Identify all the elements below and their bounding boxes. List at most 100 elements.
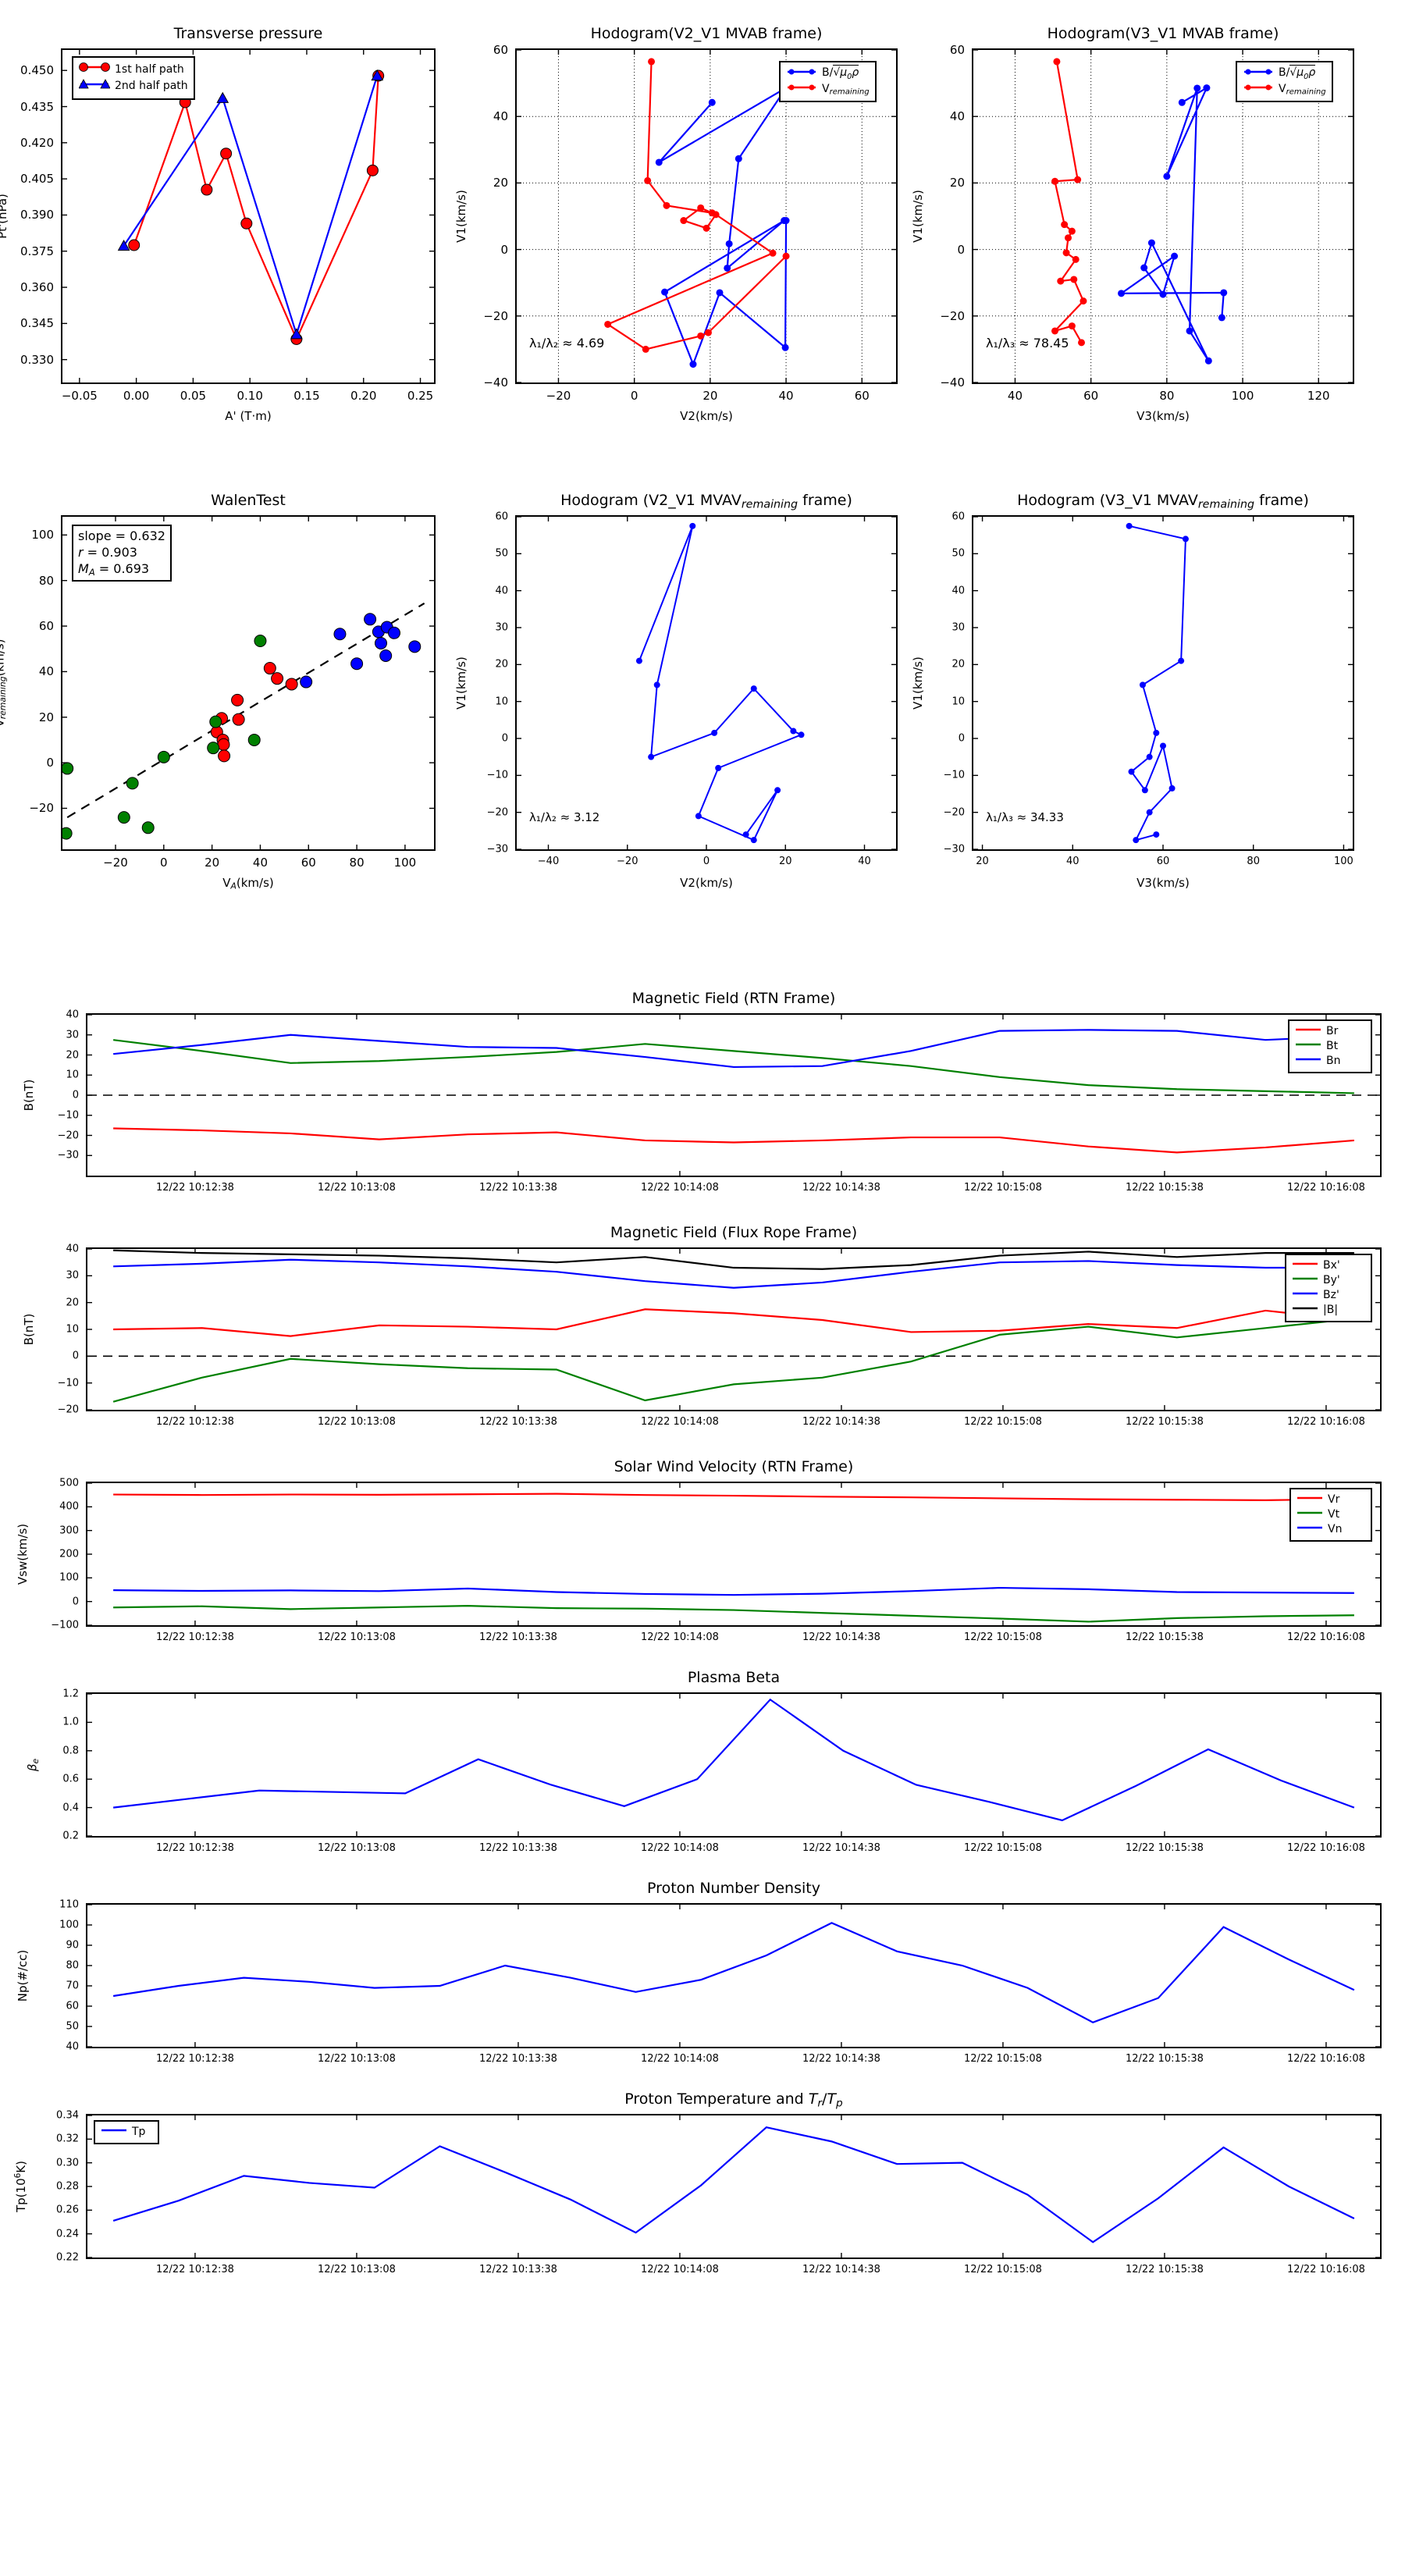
legend-label: By': [1323, 1273, 1340, 1286]
magnetic-field-fluxrope-legend: Bx' By' Bz' |B|: [1285, 1254, 1372, 1322]
hodogram-v2v1-mvab-title: Hodogram(V2_V1 MVAB frame): [590, 25, 823, 42]
hodogram-v3v1-mvab-xtick: 60: [1083, 389, 1099, 403]
legend-label: 2nd half path: [115, 80, 188, 93]
magnetic-field-rtn-ytick: −10: [57, 1109, 79, 1122]
hodogram-v2v1-mvav-axes: [515, 515, 898, 851]
plasma-beta-ytick: 0.4: [62, 1802, 79, 1814]
proton-number-density-xtick: 12/22 10:14:38: [802, 2053, 880, 2065]
transverse-pressure-ytick: 0.405: [20, 172, 54, 187]
transverse-pressure-xtick: 0.15: [293, 389, 320, 403]
hodogram-v3v1-mvav-ytick: −10: [943, 769, 965, 781]
magnetic-field-rtn-legend: Br Bt Bn: [1288, 1019, 1372, 1073]
legend-label: Bn: [1326, 1054, 1341, 1067]
hodogram-v2v1-mvab-ytick: 60: [493, 43, 508, 57]
legend-swatch: [1292, 1258, 1318, 1273]
proton-number-density-ytick: 40: [66, 2041, 79, 2053]
transverse-pressure-xtick: 0.10: [237, 389, 263, 403]
hodogram-v2v1-mvav-ytick: 0: [501, 732, 508, 745]
legend-label: Vn: [1328, 1522, 1343, 1535]
walen-test-xtick: 60: [301, 856, 316, 870]
solar-wind-velocity-xtick: 12/22 10:12:38: [155, 1631, 234, 1643]
legend-swatch: [1295, 1024, 1321, 1039]
legend-swatch: [1295, 1039, 1321, 1054]
magnetic-field-rtn-xtick: 12/22 10:13:08: [317, 1182, 396, 1194]
hodogram-v2v1-mvab-panel: Hodogram(V2_V1 MVAB frame): [515, 25, 898, 384]
transverse-pressure-ytick: 0.435: [20, 99, 54, 114]
proton-number-density-xtick: 12/22 10:12:38: [155, 2053, 234, 2065]
proton-number-density-xtick: 12/22 10:15:08: [963, 2053, 1042, 2065]
solar-wind-velocity-xtick: 12/22 10:13:38: [478, 1631, 557, 1643]
solar-wind-velocity-ytick: 0: [72, 1596, 79, 1608]
hodogram-v2v1-mvav-panel: Hodogram (V2_V1 MVAVremaining frame): [515, 492, 898, 851]
proton-temperature-ytick: 0.32: [56, 2133, 79, 2145]
proton-temperature-xtick: 12/22 10:13:08: [317, 2264, 396, 2275]
walen-ma: MA = 0.693: [78, 560, 150, 578]
plasma-beta-xtick: 12/22 10:13:38: [478, 1842, 557, 1854]
plasma-beta-panel: Plasma Beta: [86, 1669, 1382, 1838]
legend-label: Vr: [1328, 1493, 1340, 1506]
plasma-beta-axes: [86, 1692, 1382, 1838]
transverse-pressure-ytick: 0.345: [20, 316, 54, 331]
solar-wind-velocity-ylabel: Vsw(km/s): [16, 1523, 30, 1585]
plasma-beta-ytick: 1.2: [62, 1688, 79, 1700]
transverse-pressure-ylabel: Pt'(nPa): [0, 194, 9, 239]
transverse-pressure-xtick: 0.00: [123, 389, 150, 403]
hodogram-v3v1-mvab-xtick: 100: [1231, 389, 1254, 403]
hodogram-v3v1-mvav-ytick: 0: [958, 732, 965, 745]
proton-number-density-ytick: 70: [66, 1980, 79, 1992]
legend-label: |B|: [1323, 1303, 1339, 1316]
proton-number-density-ytick: 90: [66, 1939, 79, 1952]
plasma-beta-ytick: 0.8: [62, 1745, 79, 1757]
magnetic-field-fluxrope-ytick: 30: [66, 1269, 79, 1282]
hodogram-v3v1-mvav-ytick: 60: [951, 511, 965, 523]
magnetic-field-rtn-xtick: 12/22 10:16:08: [1286, 1182, 1365, 1194]
hodogram-v3v1-mvav-axes: [972, 515, 1354, 851]
hodogram-v3v1-mvab-panel: Hodogram(V3_V1 MVAB frame): [972, 25, 1354, 384]
legend-swatch: [786, 82, 817, 98]
magnetic-field-fluxrope-ytick: 40: [66, 1243, 79, 1255]
hodogram-v3v1-mvav-ytick: 50: [951, 547, 965, 560]
transverse-pressure-xlabel: A' (T·m): [225, 409, 272, 423]
magnetic-field-fluxrope-xtick: 12/22 10:15:08: [963, 1416, 1042, 1428]
hodogram-v3v1-mvav-xtick: 80: [1247, 856, 1260, 867]
hodogram-v2v1-mvav-xtick: −20: [617, 856, 638, 867]
magnetic-field-fluxrope-ytick: −20: [57, 1404, 79, 1416]
hodogram-v2v1-mvab-xtick: 40: [778, 389, 794, 403]
magnetic-field-rtn-axes: [86, 1013, 1382, 1177]
hodogram-v3v1-mvav-panel: Hodogram (V3_V1 MVAVremaining frame): [972, 492, 1354, 851]
proton-temperature-axes: [86, 2114, 1382, 2259]
magnetic-field-fluxrope-ytick: 20: [66, 1297, 79, 1309]
legend-swatch: [786, 66, 817, 82]
transverse-pressure-ytick: 0.420: [20, 135, 54, 150]
proton-number-density-xtick: 12/22 10:13:38: [478, 2053, 557, 2065]
proton-number-density-title: Proton Number Density: [647, 1880, 820, 1897]
legend-item: B/√μ0ρ: [1243, 65, 1326, 82]
legend-swatch: [1292, 1288, 1318, 1303]
magnetic-field-rtn-xtick: 12/22 10:15:08: [963, 1182, 1042, 1194]
legend-item: Bn: [1295, 1054, 1365, 1069]
magnetic-field-fluxrope-axes: [86, 1247, 1382, 1411]
hodogram-v3v1-mvab-ytick: −20: [940, 308, 965, 323]
proton-number-density-panel: Proton Number Density: [86, 1880, 1382, 2048]
legend-label: 1st half path: [115, 62, 184, 76]
hodogram-v2v1-mvab-xtick: 0: [630, 389, 638, 403]
transverse-pressure-xtick: 0.20: [350, 389, 377, 403]
legend-swatch: [1297, 1522, 1323, 1537]
magnetic-field-rtn-ytick: 20: [66, 1049, 79, 1061]
hodogram-v2v1-mvab-ylabel: V1(km/s): [454, 190, 468, 243]
legend-label: Vt: [1328, 1507, 1340, 1521]
hodogram-v2v1-mvab-eigenvalue-ratio: λ₁/λ₂ ≈ 4.69: [529, 336, 605, 350]
solar-wind-velocity-xtick: 12/22 10:16:08: [1286, 1631, 1365, 1643]
magnetic-field-rtn-title: Magnetic Field (RTN Frame): [631, 990, 836, 1007]
hodogram-v2v1-mvav-ytick: 10: [495, 696, 508, 708]
proton-temperature-ytick: 0.34: [56, 2109, 79, 2122]
proton-temperature-ylabel: Tp(106K): [13, 2160, 28, 2213]
solar-wind-velocity-xtick: 12/22 10:15:38: [1125, 1631, 1204, 1643]
legend-label: Bx': [1323, 1259, 1340, 1272]
legend-label: Tp: [132, 2126, 146, 2138]
proton-temperature-ytick: 0.30: [56, 2157, 79, 2169]
legend-label: Vremaining: [822, 83, 870, 97]
legend-swatch: [1243, 66, 1274, 82]
walen-test-ytick: 60: [38, 619, 54, 634]
hodogram-v2v1-mvav-ytick: −30: [486, 843, 508, 856]
